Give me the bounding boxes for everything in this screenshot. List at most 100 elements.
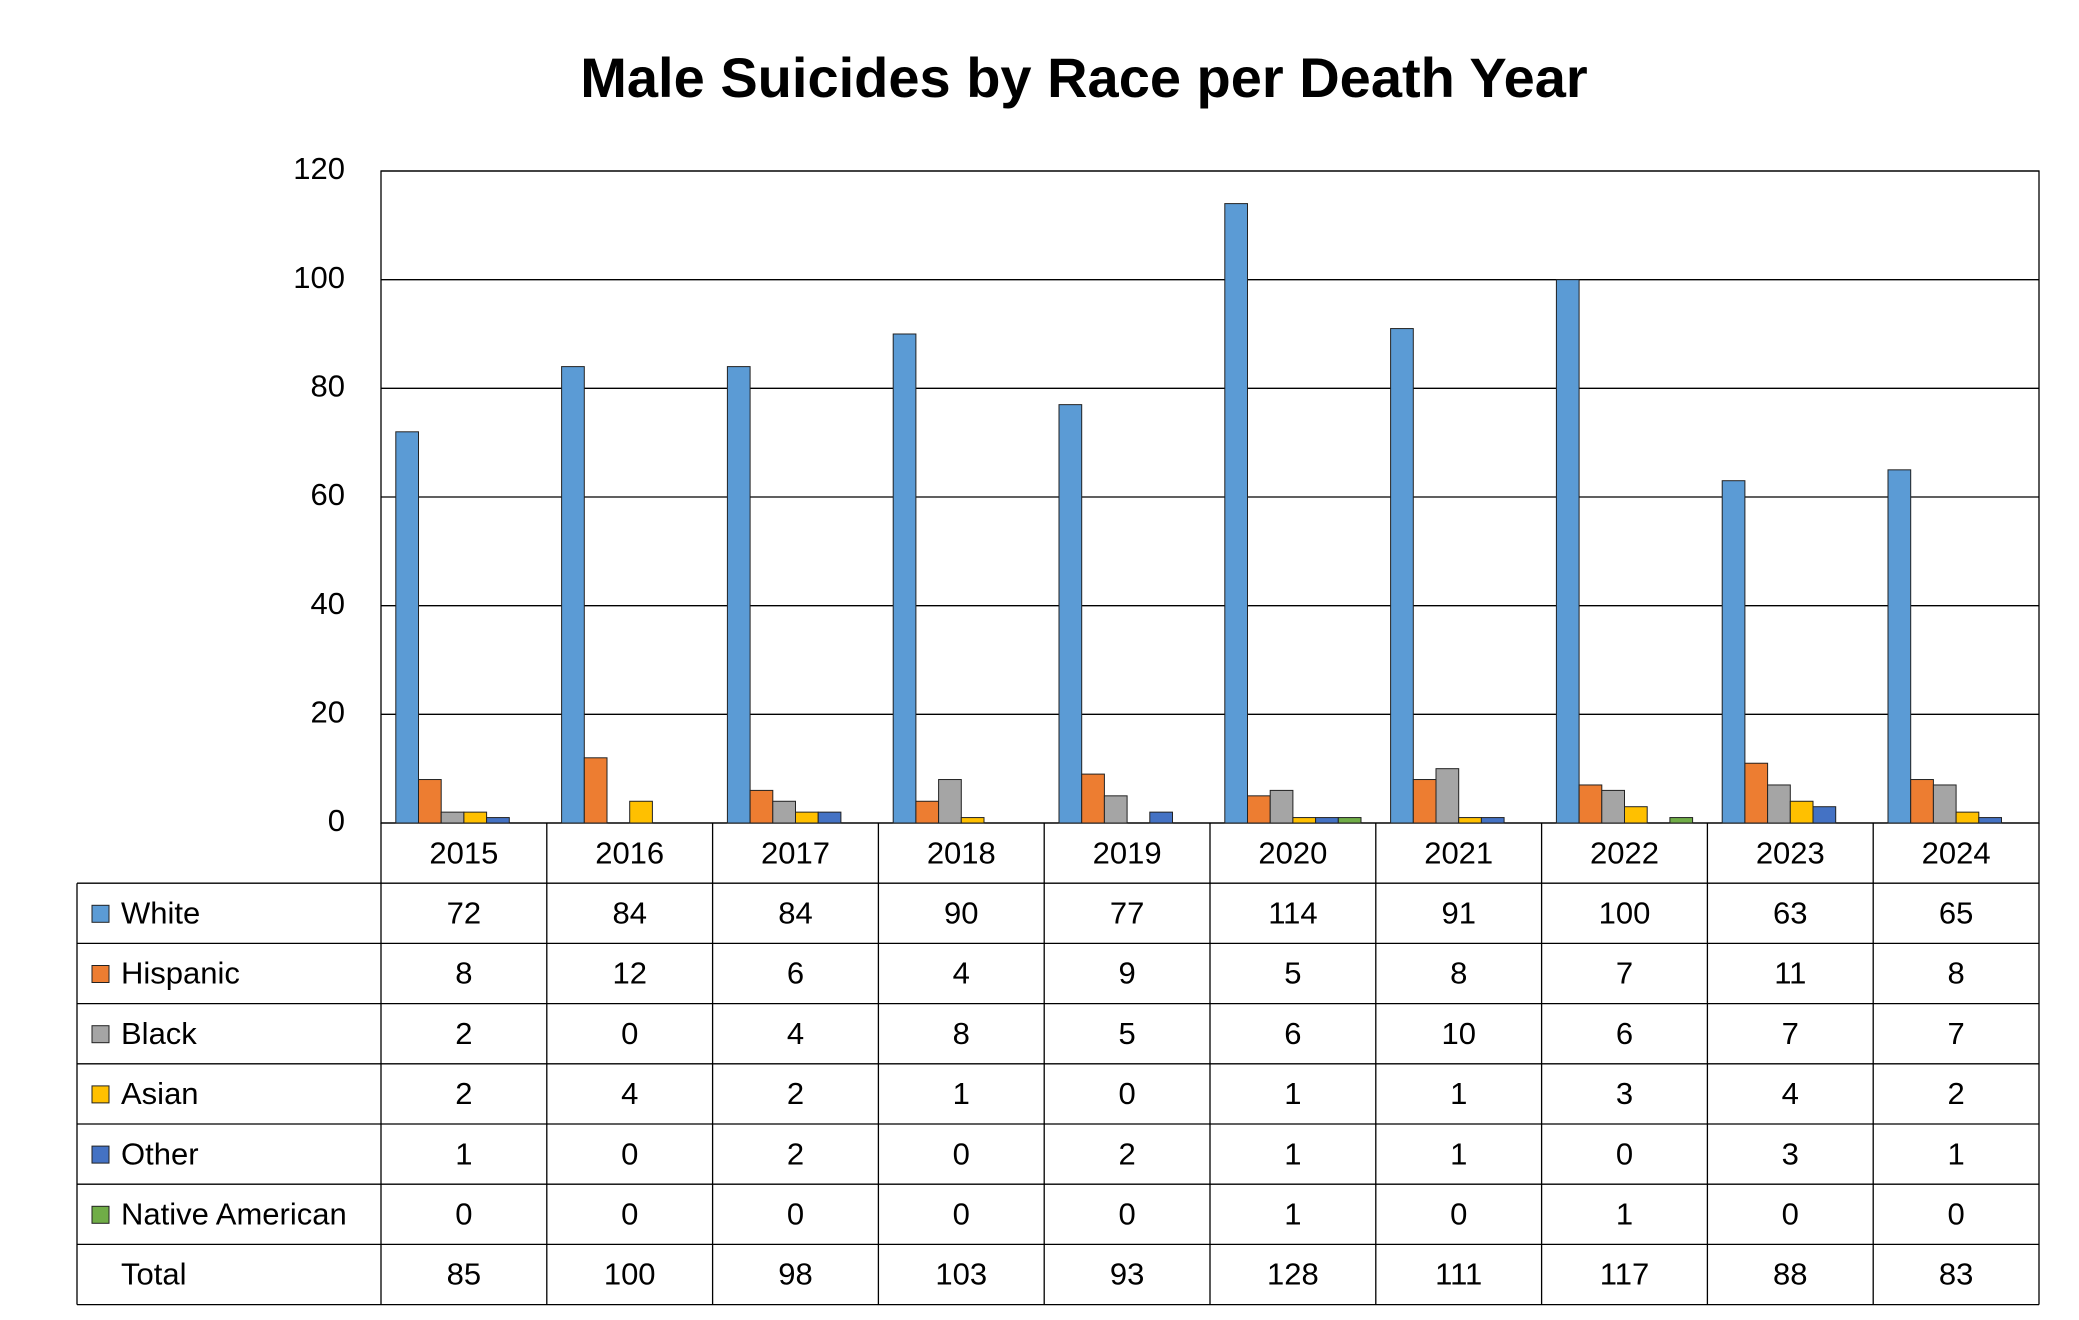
table-cell: 90 (944, 895, 978, 930)
table-cell: 0 (953, 1136, 970, 1171)
table-cell: 5 (1118, 1016, 1135, 1051)
bar (1624, 806, 1648, 824)
table-cell: 8 (953, 1016, 970, 1051)
table-cell: 12 (612, 956, 646, 991)
bar (1337, 817, 1362, 824)
table-cell: 4 (621, 1076, 638, 1111)
table-cell: 8 (1947, 956, 1964, 991)
x-tick-label: 2019 (1093, 835, 1162, 870)
bar (892, 333, 917, 824)
bar (749, 789, 774, 824)
y-tick-label: 40 (311, 586, 345, 621)
table-cell: 0 (621, 1016, 638, 1051)
table-cell: 63 (1773, 895, 1807, 930)
bar (1744, 762, 1769, 824)
table-cell: 4 (1782, 1076, 1799, 1111)
table-cell: 0 (1947, 1196, 1964, 1231)
table-cell: 0 (953, 1196, 970, 1231)
table-total: 83 (1939, 1257, 1973, 1292)
table-cell: 2 (455, 1076, 472, 1111)
legend-swatch (91, 1085, 110, 1104)
x-tick-label: 2018 (927, 835, 996, 870)
table-cell: 2 (1947, 1076, 1964, 1111)
table-cell: 1 (1284, 1076, 1301, 1111)
bar (1601, 789, 1626, 824)
table-cell: 1 (455, 1136, 472, 1171)
bar (1058, 404, 1083, 824)
table-cell: 2 (1118, 1136, 1135, 1171)
table-cell: 2 (787, 1136, 804, 1171)
table-cell: 7 (1782, 1016, 1799, 1051)
legend-label: Other (121, 1136, 199, 1171)
table-cell: 91 (1441, 895, 1475, 930)
legend-label: Asian (121, 1076, 199, 1111)
bar (440, 811, 465, 824)
bar (1555, 279, 1580, 824)
bar (1721, 480, 1746, 824)
x-tick-label: 2024 (1922, 835, 1991, 870)
bar (1224, 203, 1249, 824)
bar (561, 366, 585, 824)
bar (1767, 784, 1791, 824)
table-cell: 3 (1782, 1136, 1799, 1171)
table-cell: 7 (1947, 1016, 1964, 1051)
bar (1149, 811, 1174, 824)
bar (1315, 817, 1339, 824)
bar (1435, 768, 1460, 824)
bar (1978, 817, 2003, 824)
bar (1578, 784, 1603, 824)
bar (1910, 779, 1934, 824)
bar (1292, 817, 1317, 824)
bar (817, 811, 842, 824)
table-cell: 4 (953, 956, 970, 991)
legend-swatch (91, 965, 110, 983)
table-cell: 2 (455, 1016, 472, 1051)
bar (1412, 779, 1437, 824)
bar (1458, 817, 1482, 824)
table-cell: 0 (1118, 1196, 1135, 1231)
y-tick-label: 0 (328, 803, 345, 838)
legend-label: Black (121, 1016, 197, 1051)
table-cell: 1 (1284, 1196, 1301, 1231)
table-total: 88 (1773, 1257, 1807, 1292)
table-cell: 5 (1284, 956, 1301, 991)
table-cell: 11 (1774, 956, 1806, 991)
bar (915, 800, 940, 824)
bar (1812, 806, 1837, 824)
legend-label: Hispanic (121, 956, 240, 991)
table-cell: 0 (621, 1196, 638, 1231)
bar (960, 817, 985, 824)
table-cell: 10 (1441, 1016, 1475, 1051)
table-cell: 100 (1599, 895, 1651, 930)
chart-title: Male Suicides by Race per Death Year (580, 46, 1587, 109)
bar (726, 366, 751, 824)
table-cell: 1 (1450, 1136, 1467, 1171)
table-cell: 6 (1616, 1016, 1633, 1051)
legend-label: Native American (121, 1196, 347, 1231)
table-cell: 0 (787, 1196, 804, 1231)
y-tick-label: 20 (311, 695, 345, 730)
table-total: 128 (1267, 1257, 1319, 1292)
table-cell: 77 (1110, 895, 1144, 930)
table-cell: 8 (455, 956, 472, 991)
total-label: Total (121, 1257, 186, 1292)
table-total: 103 (935, 1257, 987, 1292)
y-tick-label: 100 (293, 260, 345, 295)
y-tick-label: 80 (311, 369, 345, 404)
table-cell: 84 (778, 895, 812, 930)
table-cell: 1 (1616, 1196, 1633, 1231)
bar (795, 811, 819, 824)
legend-swatch (91, 1025, 110, 1044)
table-cell: 2 (787, 1076, 804, 1111)
table-total: 93 (1110, 1257, 1144, 1292)
x-tick-label: 2020 (1258, 835, 1327, 870)
x-tick-label: 2023 (1756, 835, 1825, 870)
table-total: 117 (1600, 1257, 1649, 1292)
legend-swatch (91, 904, 110, 923)
bar (1081, 773, 1105, 824)
table-cell: 65 (1939, 895, 1973, 930)
bar (772, 800, 796, 824)
table-cell: 4 (787, 1016, 804, 1051)
table-cell: 0 (1782, 1196, 1799, 1231)
x-tick-label: 2017 (761, 835, 830, 870)
